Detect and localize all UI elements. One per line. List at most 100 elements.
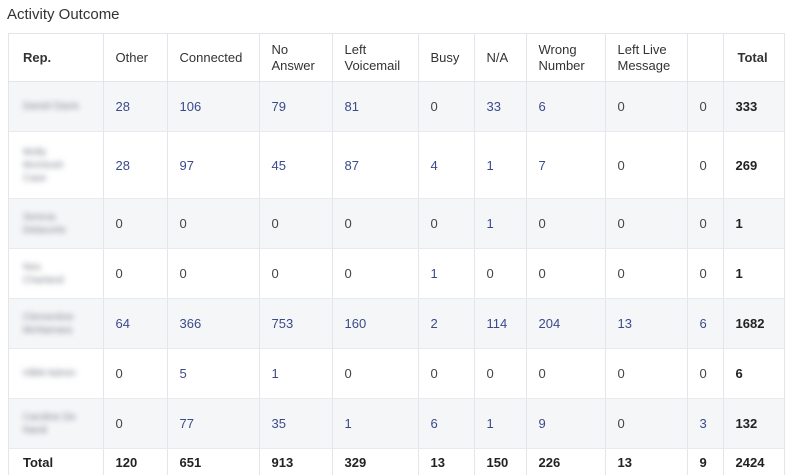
count-cell: 0 (103, 349, 167, 399)
rep-name-cell[interactable]: Molly McIntosh Case (9, 132, 103, 199)
count-cell[interactable]: 7 (526, 132, 605, 199)
count-cell[interactable]: 1 (418, 249, 474, 299)
count-cell[interactable]: 45 (259, 132, 332, 199)
count-cell[interactable]: 4 (418, 132, 474, 199)
count-cell[interactable]: 35 (259, 399, 332, 449)
rep-name-cell[interactable]: Clementine McNamara (9, 299, 103, 349)
count-cell[interactable]: 33 (474, 82, 526, 132)
row-total-cell: 333 (723, 82, 784, 132)
count-cell[interactable]: 753 (259, 299, 332, 349)
count-cell[interactable]: 6 (526, 82, 605, 132)
count-cell: 0 (526, 249, 605, 299)
column-total-cell: 9 (687, 449, 723, 475)
row-total-cell: 1 (723, 199, 784, 249)
count-cell: 0 (259, 199, 332, 249)
count-cell[interactable]: 1 (259, 349, 332, 399)
count-cell[interactable]: 28 (103, 132, 167, 199)
col-header-connected[interactable]: Connected (167, 34, 259, 82)
col-header-busy[interactable]: Busy (418, 34, 474, 82)
row-total-cell: 6 (723, 349, 784, 399)
count-cell: 0 (605, 82, 687, 132)
column-total-cell: 120 (103, 449, 167, 475)
count-cell[interactable]: 160 (332, 299, 418, 349)
count-cell: 0 (332, 249, 418, 299)
count-cell[interactable]: 114 (474, 299, 526, 349)
col-header-na[interactable]: N/A (474, 34, 526, 82)
col-header-wrong-number[interactable]: Wrong Number (526, 34, 605, 82)
rep-name-blurred[interactable]: Daniel Davis (23, 100, 83, 113)
count-cell[interactable]: 1 (332, 399, 418, 449)
col-header-rep[interactable]: Rep. (9, 34, 103, 82)
column-total-cell: 226 (526, 449, 605, 475)
count-cell[interactable]: 97 (167, 132, 259, 199)
count-cell[interactable]: 106 (167, 82, 259, 132)
count-cell: 0 (103, 249, 167, 299)
count-cell: 0 (605, 199, 687, 249)
count-cell[interactable]: 6 (687, 299, 723, 349)
count-cell: 0 (605, 249, 687, 299)
count-cell: 0 (474, 249, 526, 299)
table-header-row: Rep. Other Connected No Answer Left Voic… (9, 34, 784, 82)
count-cell[interactable]: 3 (687, 399, 723, 449)
count-cell: 0 (103, 399, 167, 449)
count-cell: 0 (526, 199, 605, 249)
rep-name-blurred[interactable]: Caroline De Nardi (23, 411, 83, 437)
col-header-left-live-message[interactable]: Left Live Message (605, 34, 687, 82)
count-cell: 0 (687, 82, 723, 132)
totals-label: Total (9, 449, 103, 475)
col-header-other[interactable]: Other (103, 34, 167, 82)
rep-name-cell[interactable]: Serena Delacorte (9, 199, 103, 249)
count-cell[interactable]: 1 (474, 399, 526, 449)
rep-name-blurred[interactable]: Clementine McNamara (23, 311, 83, 337)
rep-name-blurred[interactable]: Nes Charland (23, 261, 83, 287)
rep-name-cell[interactable]: Caroline De Nardi (9, 399, 103, 449)
count-cell[interactable]: 77 (167, 399, 259, 449)
rep-name-cell[interactable]: Nes Charland (9, 249, 103, 299)
row-total-cell: 269 (723, 132, 784, 199)
count-cell[interactable]: 1 (474, 132, 526, 199)
count-cell: 0 (418, 199, 474, 249)
rep-name-blurred[interactable]: Serena Delacorte (23, 211, 83, 237)
count-cell: 0 (332, 199, 418, 249)
count-cell: 0 (474, 349, 526, 399)
rep-name-blurred[interactable]: Molly McIntosh Case (23, 146, 83, 185)
count-cell[interactable]: 204 (526, 299, 605, 349)
column-total-cell: 329 (332, 449, 418, 475)
count-cell: 0 (687, 132, 723, 199)
count-cell[interactable]: 64 (103, 299, 167, 349)
column-total-cell: 2424 (723, 449, 784, 475)
count-cell: 0 (605, 132, 687, 199)
column-total-cell: 913 (259, 449, 332, 475)
count-cell: 0 (167, 199, 259, 249)
count-cell[interactable]: 366 (167, 299, 259, 349)
section-title: Activity Outcome (7, 6, 120, 23)
col-header-total[interactable]: Total (723, 34, 784, 82)
row-total-cell: 1682 (723, 299, 784, 349)
row-total-cell: 1 (723, 249, 784, 299)
column-total-cell: 150 (474, 449, 526, 475)
count-cell: 0 (687, 249, 723, 299)
col-header-unlabeled (687, 34, 723, 82)
count-cell[interactable]: 81 (332, 82, 418, 132)
count-cell[interactable]: 9 (526, 399, 605, 449)
count-cell[interactable]: 79 (259, 82, 332, 132)
rep-name-blurred[interactable]: HBM Admin (23, 367, 83, 380)
count-cell: 0 (332, 349, 418, 399)
col-header-no-answer[interactable]: No Answer (259, 34, 332, 82)
count-cell[interactable]: 28 (103, 82, 167, 132)
count-cell[interactable]: 87 (332, 132, 418, 199)
count-cell[interactable]: 5 (167, 349, 259, 399)
count-cell: 0 (167, 249, 259, 299)
rep-name-cell[interactable]: Daniel Davis (9, 82, 103, 132)
count-cell[interactable]: 6 (418, 399, 474, 449)
count-cell[interactable]: 1 (474, 199, 526, 249)
count-cell[interactable]: 13 (605, 299, 687, 349)
count-cell[interactable]: 2 (418, 299, 474, 349)
col-header-left-voicemail[interactable]: Left Voicemail (332, 34, 418, 82)
rep-name-cell[interactable]: HBM Admin (9, 349, 103, 399)
